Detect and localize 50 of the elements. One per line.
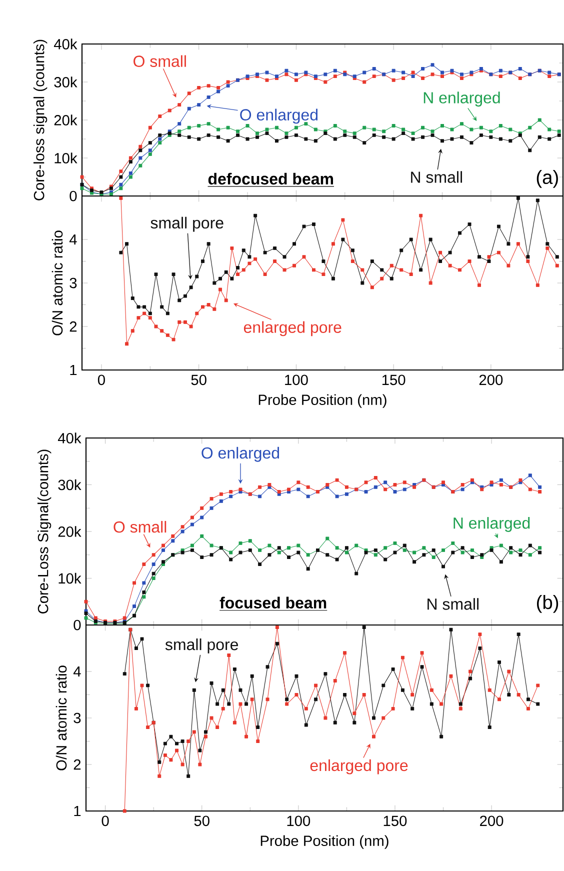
legend-label: N small — [411, 171, 462, 183]
y-tick-label: 0 — [70, 190, 77, 202]
y-tick-label: 10k — [58, 572, 82, 584]
annotation: defocused beam — [208, 172, 334, 185]
x-tick-label: 0 — [98, 374, 105, 386]
y-tick-label: 30k — [54, 76, 78, 88]
x-tick-label: 0 — [102, 816, 109, 826]
x-axis-title: Probe Position (nm) — [260, 835, 388, 849]
y-tick-label: 10k — [54, 152, 78, 164]
series-label: N enlarged — [424, 92, 500, 107]
y-tick-label: 40k — [58, 432, 82, 444]
y-tick-label: 4 — [73, 666, 81, 677]
series-label: O small — [114, 520, 166, 533]
y-tick-label: 30k — [58, 479, 82, 490]
x-tick-label: 100 — [287, 816, 310, 826]
x-tick-label: 200 — [480, 816, 504, 826]
y-axis-title: Core-Loss Signal(counts) — [37, 450, 52, 614]
legend-label: enlarged pore — [244, 321, 342, 336]
x-tick-label: 100 — [285, 374, 308, 386]
legend-label: enlarged pore — [310, 759, 408, 774]
y-tick-label: 2 — [70, 321, 77, 332]
y-tick-label: 3 — [70, 278, 77, 288]
y-axis-title: Core-loss signal (counts) — [33, 40, 48, 200]
x-tick-label: 200 — [479, 374, 503, 386]
y-axis-title: O/N atomic ratio — [52, 230, 63, 336]
annotation: focused beam — [220, 596, 326, 608]
y-axis-title: O/N atomic ratio — [56, 666, 67, 770]
y-tick-label: 3 — [74, 712, 81, 724]
series-label: small pore — [150, 216, 224, 232]
y-tick-label: 1 — [74, 806, 81, 816]
series-label: O enlarged — [240, 108, 318, 124]
annotation: (b) — [537, 595, 558, 613]
x-tick-label: 50 — [194, 816, 210, 826]
series-label: small pore — [165, 638, 238, 654]
series-label: O enlarged — [202, 446, 280, 462]
y-tick-label: 0 — [74, 620, 81, 630]
x-tick-label: 150 — [384, 816, 407, 826]
series-label: N enlarged — [454, 517, 530, 532]
legend-label: N small — [428, 598, 478, 610]
y-tick-label: 20k — [58, 526, 82, 537]
y-tick-label: 4 — [69, 234, 77, 245]
y-tick-label: 20k — [54, 114, 78, 126]
series-label: O small — [134, 55, 186, 67]
x-tick-label: 150 — [382, 374, 406, 386]
y-tick-label: 40k — [54, 38, 78, 50]
y-tick-label: 1 — [70, 364, 77, 376]
x-tick-label: 50 — [191, 374, 206, 386]
annotation: (a) — [536, 170, 558, 188]
y-tick-label: 2 — [74, 759, 81, 770]
x-axis-title: Probe Position (nm) — [258, 394, 386, 408]
